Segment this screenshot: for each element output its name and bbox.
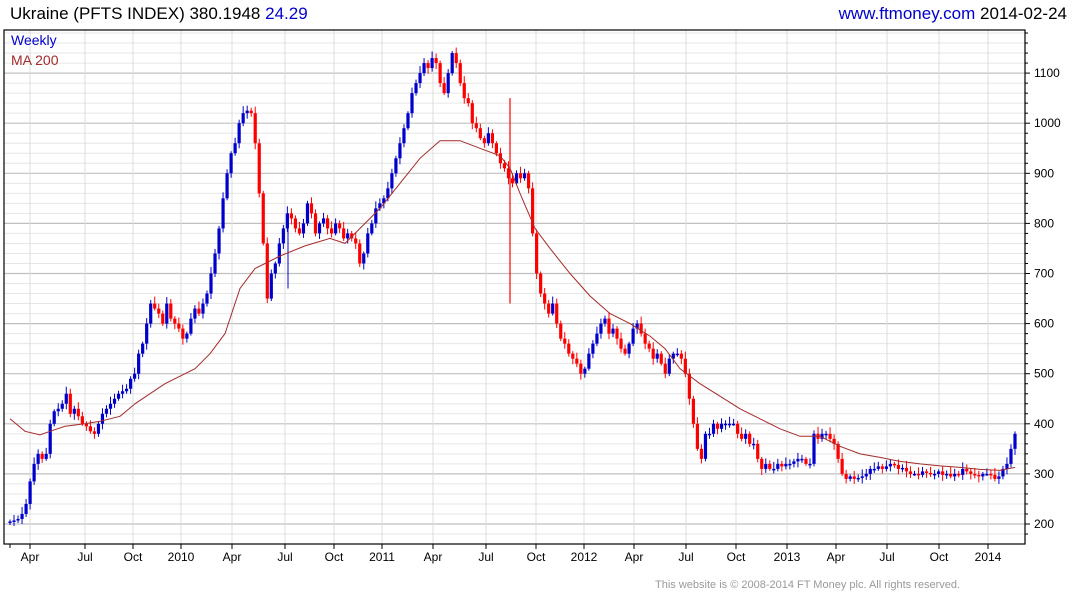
copyright-footer: This website is © 2008-2014 FT Money plc… bbox=[655, 579, 961, 591]
x-tick-label: 2011 bbox=[369, 550, 395, 564]
x-tick-label: 2012 bbox=[571, 550, 598, 564]
y-tick-label: 500 bbox=[1034, 367, 1054, 381]
chart-date: 2014-02-24 bbox=[980, 4, 1067, 23]
x-tick-label: 2010 bbox=[168, 550, 195, 564]
y-tick-label: 1000 bbox=[1034, 116, 1061, 130]
x-axis: Apr Jul Oct 2010 Apr Jul Oct 2011 Apr Jul Oct 2012 A… bbox=[9, 544, 1002, 564]
x-tick-label: Apr bbox=[625, 550, 644, 564]
grid-lines bbox=[4, 30, 1025, 544]
change-value: 24.29 bbox=[265, 4, 308, 23]
x-tick-label: Oct bbox=[527, 550, 546, 564]
y-tick-label: 900 bbox=[1034, 166, 1054, 180]
x-tick-label: Jul bbox=[77, 550, 92, 564]
x-tick-label: Oct bbox=[930, 550, 949, 564]
y-tick-label: 1100 bbox=[1034, 66, 1060, 80]
legend-ma: MA 200 bbox=[11, 52, 59, 68]
x-tick-label: Apr bbox=[827, 550, 846, 564]
candles bbox=[8, 47, 1017, 527]
x-tick-label: Jul bbox=[277, 550, 292, 564]
x-tick-label: Oct bbox=[124, 550, 143, 564]
x-tick-label: Oct bbox=[325, 550, 344, 564]
x-tick-label: Apr bbox=[424, 550, 443, 564]
y-axis: 200 300 400 500 600 700 800 900 1000 1100 bbox=[1025, 32, 1061, 535]
chart-title: Ukraine (PFTS INDEX) 380.1948 24.29 bbox=[10, 4, 308, 24]
y-tick-label: 600 bbox=[1034, 317, 1054, 331]
x-tick-label: 2013 bbox=[774, 550, 801, 564]
x-tick-label: Jul bbox=[478, 550, 493, 564]
plot-border bbox=[3, 29, 1026, 545]
x-tick-label: 2014 bbox=[975, 550, 1002, 564]
y-tick-label: 700 bbox=[1034, 267, 1054, 281]
x-tick-label: Oct bbox=[727, 550, 746, 564]
x-tick-label: Apr bbox=[21, 550, 40, 564]
x-tick-label: Jul bbox=[678, 550, 693, 564]
title-text: Ukraine (PFTS INDEX) 380.1948 bbox=[10, 4, 261, 23]
x-tick-label: Jul bbox=[879, 550, 894, 564]
site-link[interactable]: www.ftmoney.com bbox=[838, 4, 976, 23]
y-tick-label: 800 bbox=[1034, 216, 1054, 230]
y-tick-label: 400 bbox=[1034, 417, 1054, 431]
y-tick-label: 200 bbox=[1034, 517, 1054, 531]
x-tick-label: Apr bbox=[223, 550, 242, 564]
y-tick-label: 300 bbox=[1034, 467, 1054, 481]
site-info: www.ftmoney.com 2014-02-24 bbox=[839, 4, 1067, 24]
legend-weekly: Weekly bbox=[11, 32, 57, 48]
moving-average-line bbox=[9, 140, 1016, 471]
